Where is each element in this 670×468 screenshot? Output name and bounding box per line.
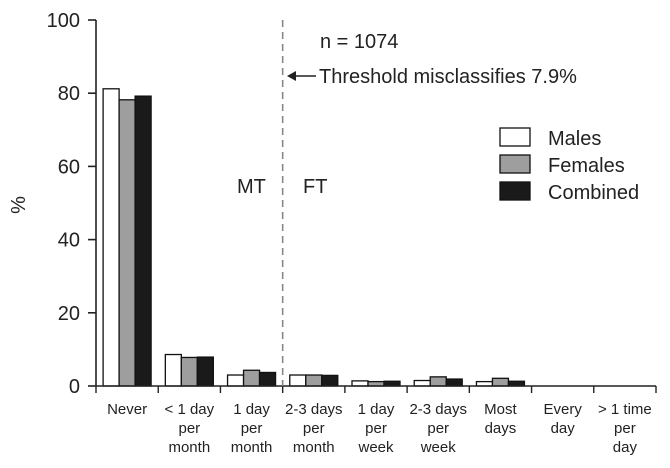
- x-tick-label-1: < 1 day per month: [165, 401, 215, 456]
- x-tick-label-4: 1 day per week: [357, 401, 394, 456]
- x-tick-label-0: Never: [107, 401, 147, 418]
- bar-females-6: [491, 377, 510, 387]
- x-tick-label-2: 1 day per month: [231, 401, 273, 456]
- y-tick-label-60: 60: [58, 156, 80, 178]
- y-axis: 0 20 40 60 80 100: [47, 10, 97, 398]
- bar-males-3: [289, 374, 307, 387]
- y-tick-label-0: 0: [69, 376, 80, 398]
- bar-females-5: [429, 376, 447, 387]
- legend: Males Females Combined: [499, 127, 639, 204]
- bar-females-2: [242, 369, 261, 387]
- x-axis: Never < 1 day per month 1 day per month 2-3 day…: [95, 385, 657, 456]
- mt-region-label: MT: [237, 176, 266, 198]
- threshold-arrow: [287, 71, 316, 81]
- bar-combined-2: [258, 371, 277, 387]
- bar-males-1: [164, 353, 182, 387]
- threshold-annotation: Threshold misclassifies 7.9%: [319, 66, 577, 88]
- y-tick-label-80: 80: [58, 83, 80, 105]
- legend-swatch-combined: [499, 181, 531, 201]
- bar-males-0: [102, 88, 120, 387]
- legend-label-females: Females: [548, 155, 625, 177]
- y-tick-label-100: 100: [47, 10, 80, 32]
- legend-swatch-males: [499, 127, 531, 147]
- legend-swatch-females: [499, 154, 531, 174]
- x-tick-label-8: > 1 time per day: [598, 401, 652, 456]
- bar-females-0: [118, 99, 136, 387]
- legend-label-combined: Combined: [548, 182, 639, 204]
- x-tick-label-6: Most days: [484, 401, 517, 437]
- bars-group: [102, 88, 526, 387]
- bar-combined-5: [445, 378, 463, 387]
- y-axis-label: %: [8, 196, 30, 214]
- bar-combined-1: [196, 356, 214, 387]
- bar-males-5: [413, 379, 431, 387]
- bar-combined-0: [134, 95, 152, 387]
- legend-label-males: Males: [548, 128, 601, 150]
- bar-males-2: [226, 374, 245, 387]
- x-tick-label-3: 2-3 days per month: [285, 401, 343, 456]
- bar-females-3: [305, 374, 323, 387]
- n-label: n = 1074: [320, 31, 398, 53]
- bar-females-1: [180, 356, 198, 387]
- x-tick-label-7: Every day: [543, 401, 582, 437]
- y-tick-label-40: 40: [58, 230, 80, 252]
- y-tick-label-20: 20: [58, 303, 80, 325]
- x-tick-label-5: 2-3 days per week: [409, 401, 467, 456]
- bar-combined-3: [321, 374, 339, 387]
- ft-region-label: FT: [303, 176, 327, 198]
